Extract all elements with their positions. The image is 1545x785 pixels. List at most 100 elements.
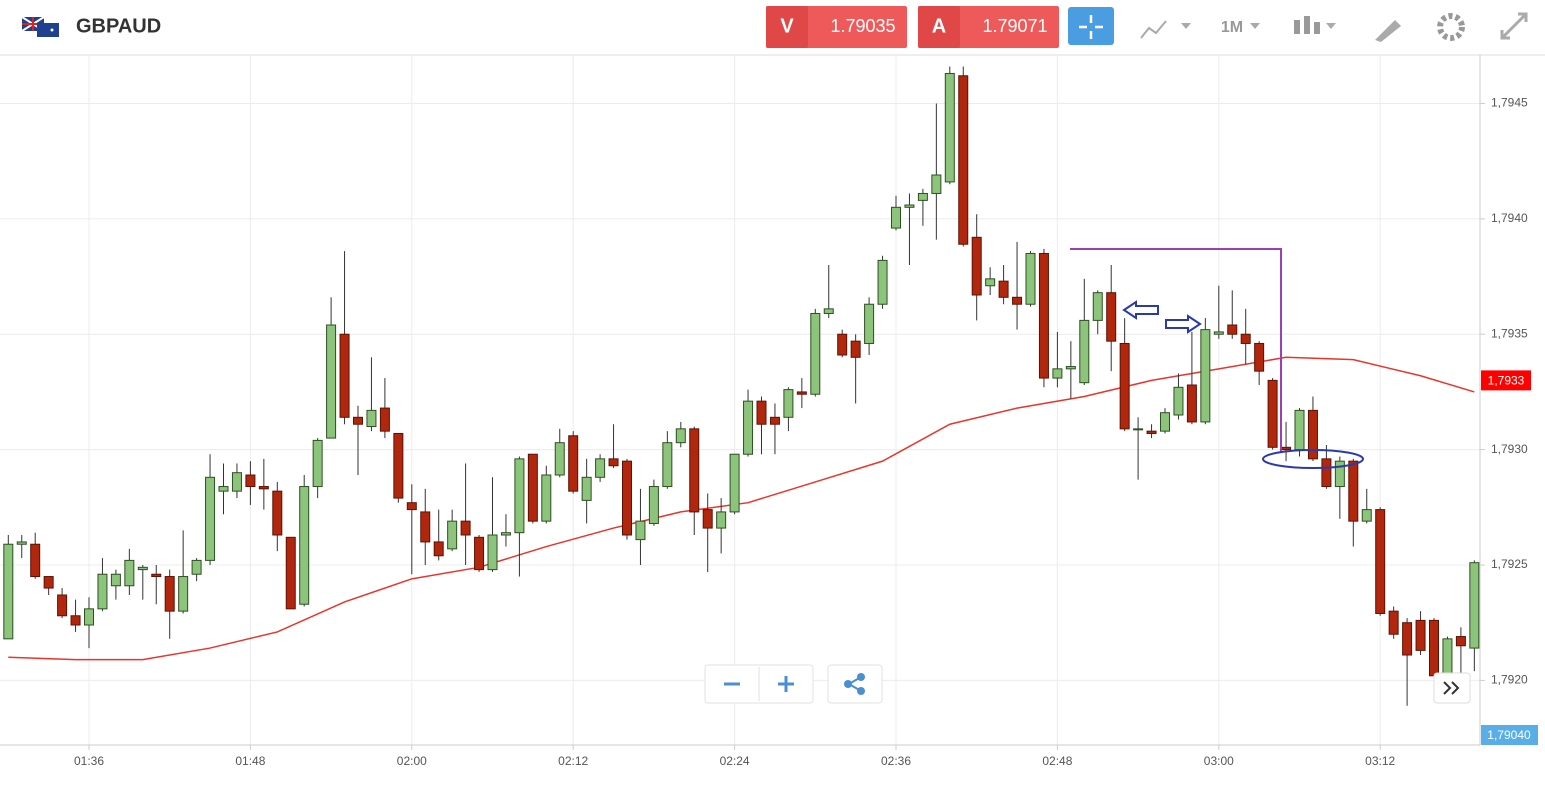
sell-button[interactable]: V 1.79035 xyxy=(766,6,907,48)
candle-body xyxy=(783,389,794,418)
zoom-in-button[interactable] xyxy=(778,676,794,692)
annotation-arrow-right xyxy=(1165,314,1202,334)
candle-body xyxy=(541,474,552,522)
x-tick-label: 01:36 xyxy=(74,754,104,768)
x-tick-label: 01:48 xyxy=(235,754,265,768)
y-tick-label: 1,7925 xyxy=(1491,557,1528,571)
candle-body xyxy=(702,509,713,529)
candle-body xyxy=(1119,342,1130,430)
y-tick-label: 1,7930 xyxy=(1491,442,1528,456)
candle-style-button[interactable] xyxy=(1294,16,1336,34)
candle-body xyxy=(366,409,377,428)
overlay-layer xyxy=(8,356,1475,661)
candle-body xyxy=(756,400,767,425)
candle-body xyxy=(460,520,471,536)
candle-body xyxy=(84,608,94,626)
y-tick-label: 1,7935 xyxy=(1491,326,1528,340)
candle-body xyxy=(1240,333,1251,344)
sell-label: V xyxy=(780,15,794,37)
sell-price: 1.79035 xyxy=(830,16,895,36)
candle-body xyxy=(1186,384,1197,423)
candle-body xyxy=(675,428,686,444)
buy-label: A xyxy=(932,15,946,37)
candle-body xyxy=(245,474,256,488)
plot-area xyxy=(0,55,1480,745)
candle-body xyxy=(151,573,162,578)
chart-type-button[interactable] xyxy=(1140,20,1191,39)
candle-body xyxy=(379,407,390,432)
candle-body xyxy=(998,280,1009,298)
candle-body xyxy=(1442,638,1453,677)
candle-body xyxy=(1079,319,1090,384)
x-tick-label: 02:48 xyxy=(1042,754,1072,768)
y-tick-label: 1,7940 xyxy=(1491,211,1528,225)
fullscreen-button[interactable] xyxy=(1500,12,1528,40)
candle-body xyxy=(474,536,485,571)
candle-body xyxy=(285,536,296,610)
candle-body xyxy=(1012,296,1023,305)
crosshair-button[interactable] xyxy=(1068,7,1114,45)
candle-body xyxy=(1267,379,1278,448)
x-tick-label: 03:00 xyxy=(1204,754,1234,768)
candle-body xyxy=(16,541,27,545)
candle-body xyxy=(850,340,861,358)
candle-body xyxy=(1429,619,1439,677)
candle-body xyxy=(299,486,310,605)
candle-body xyxy=(137,566,148,571)
draw-button[interactable] xyxy=(1375,20,1401,42)
ma-tag-box xyxy=(1481,370,1531,391)
x-tick-label: 02:00 xyxy=(397,754,427,768)
timeframe-button[interactable]: 1M xyxy=(1221,19,1243,36)
bottom-tag-box xyxy=(1481,725,1538,745)
annotation-arrow-left xyxy=(1122,300,1159,320)
candle-body xyxy=(689,428,700,513)
candle-body xyxy=(97,573,108,610)
candle-body xyxy=(1200,329,1211,423)
candle-body xyxy=(70,615,81,626)
candle-body xyxy=(595,458,606,478)
candle-body xyxy=(487,534,498,571)
share-button[interactable] xyxy=(844,673,865,695)
candle-body xyxy=(1146,430,1157,434)
x-tick-label: 02:36 xyxy=(881,754,911,768)
candle-body xyxy=(904,204,915,208)
candle-body xyxy=(393,432,404,499)
annotations xyxy=(1070,248,1364,469)
scroll-end-button[interactable] xyxy=(1433,672,1471,704)
settings-button[interactable] xyxy=(1437,13,1465,41)
candle-body xyxy=(1388,610,1399,635)
candle-body xyxy=(864,303,875,344)
candle-body xyxy=(622,460,632,536)
candle-body xyxy=(1160,412,1170,432)
candle-body xyxy=(1334,460,1345,488)
candle-body xyxy=(30,543,41,578)
candle-body xyxy=(447,520,458,550)
candle-body xyxy=(743,400,754,455)
candle-body xyxy=(500,532,511,536)
candle-body xyxy=(164,576,175,612)
candle-body xyxy=(891,206,901,229)
candle-body xyxy=(917,192,928,201)
candle-body xyxy=(769,416,780,425)
x-tick-label: 02:24 xyxy=(720,754,750,768)
candle-body xyxy=(1307,409,1318,460)
candle-body xyxy=(931,174,942,194)
buy-button[interactable]: A 1.79071 xyxy=(918,6,1059,48)
candle-body xyxy=(810,312,821,395)
candle-body xyxy=(124,559,135,587)
candle-body xyxy=(1455,636,1466,647)
candle-body xyxy=(110,573,121,587)
candle-body xyxy=(326,324,337,439)
candle-body xyxy=(1348,460,1359,522)
y-tick-label: 1,7920 xyxy=(1491,673,1528,687)
candle-body xyxy=(716,511,727,529)
candle-body xyxy=(1038,252,1049,379)
annotation-ellipse xyxy=(1262,449,1364,469)
candle-body xyxy=(272,490,283,536)
ma-tag-label: 1,7933 xyxy=(1488,374,1525,388)
candle-body xyxy=(514,458,525,534)
candle-body xyxy=(1294,409,1305,451)
candle-body xyxy=(57,594,68,617)
candle-body xyxy=(837,333,848,356)
